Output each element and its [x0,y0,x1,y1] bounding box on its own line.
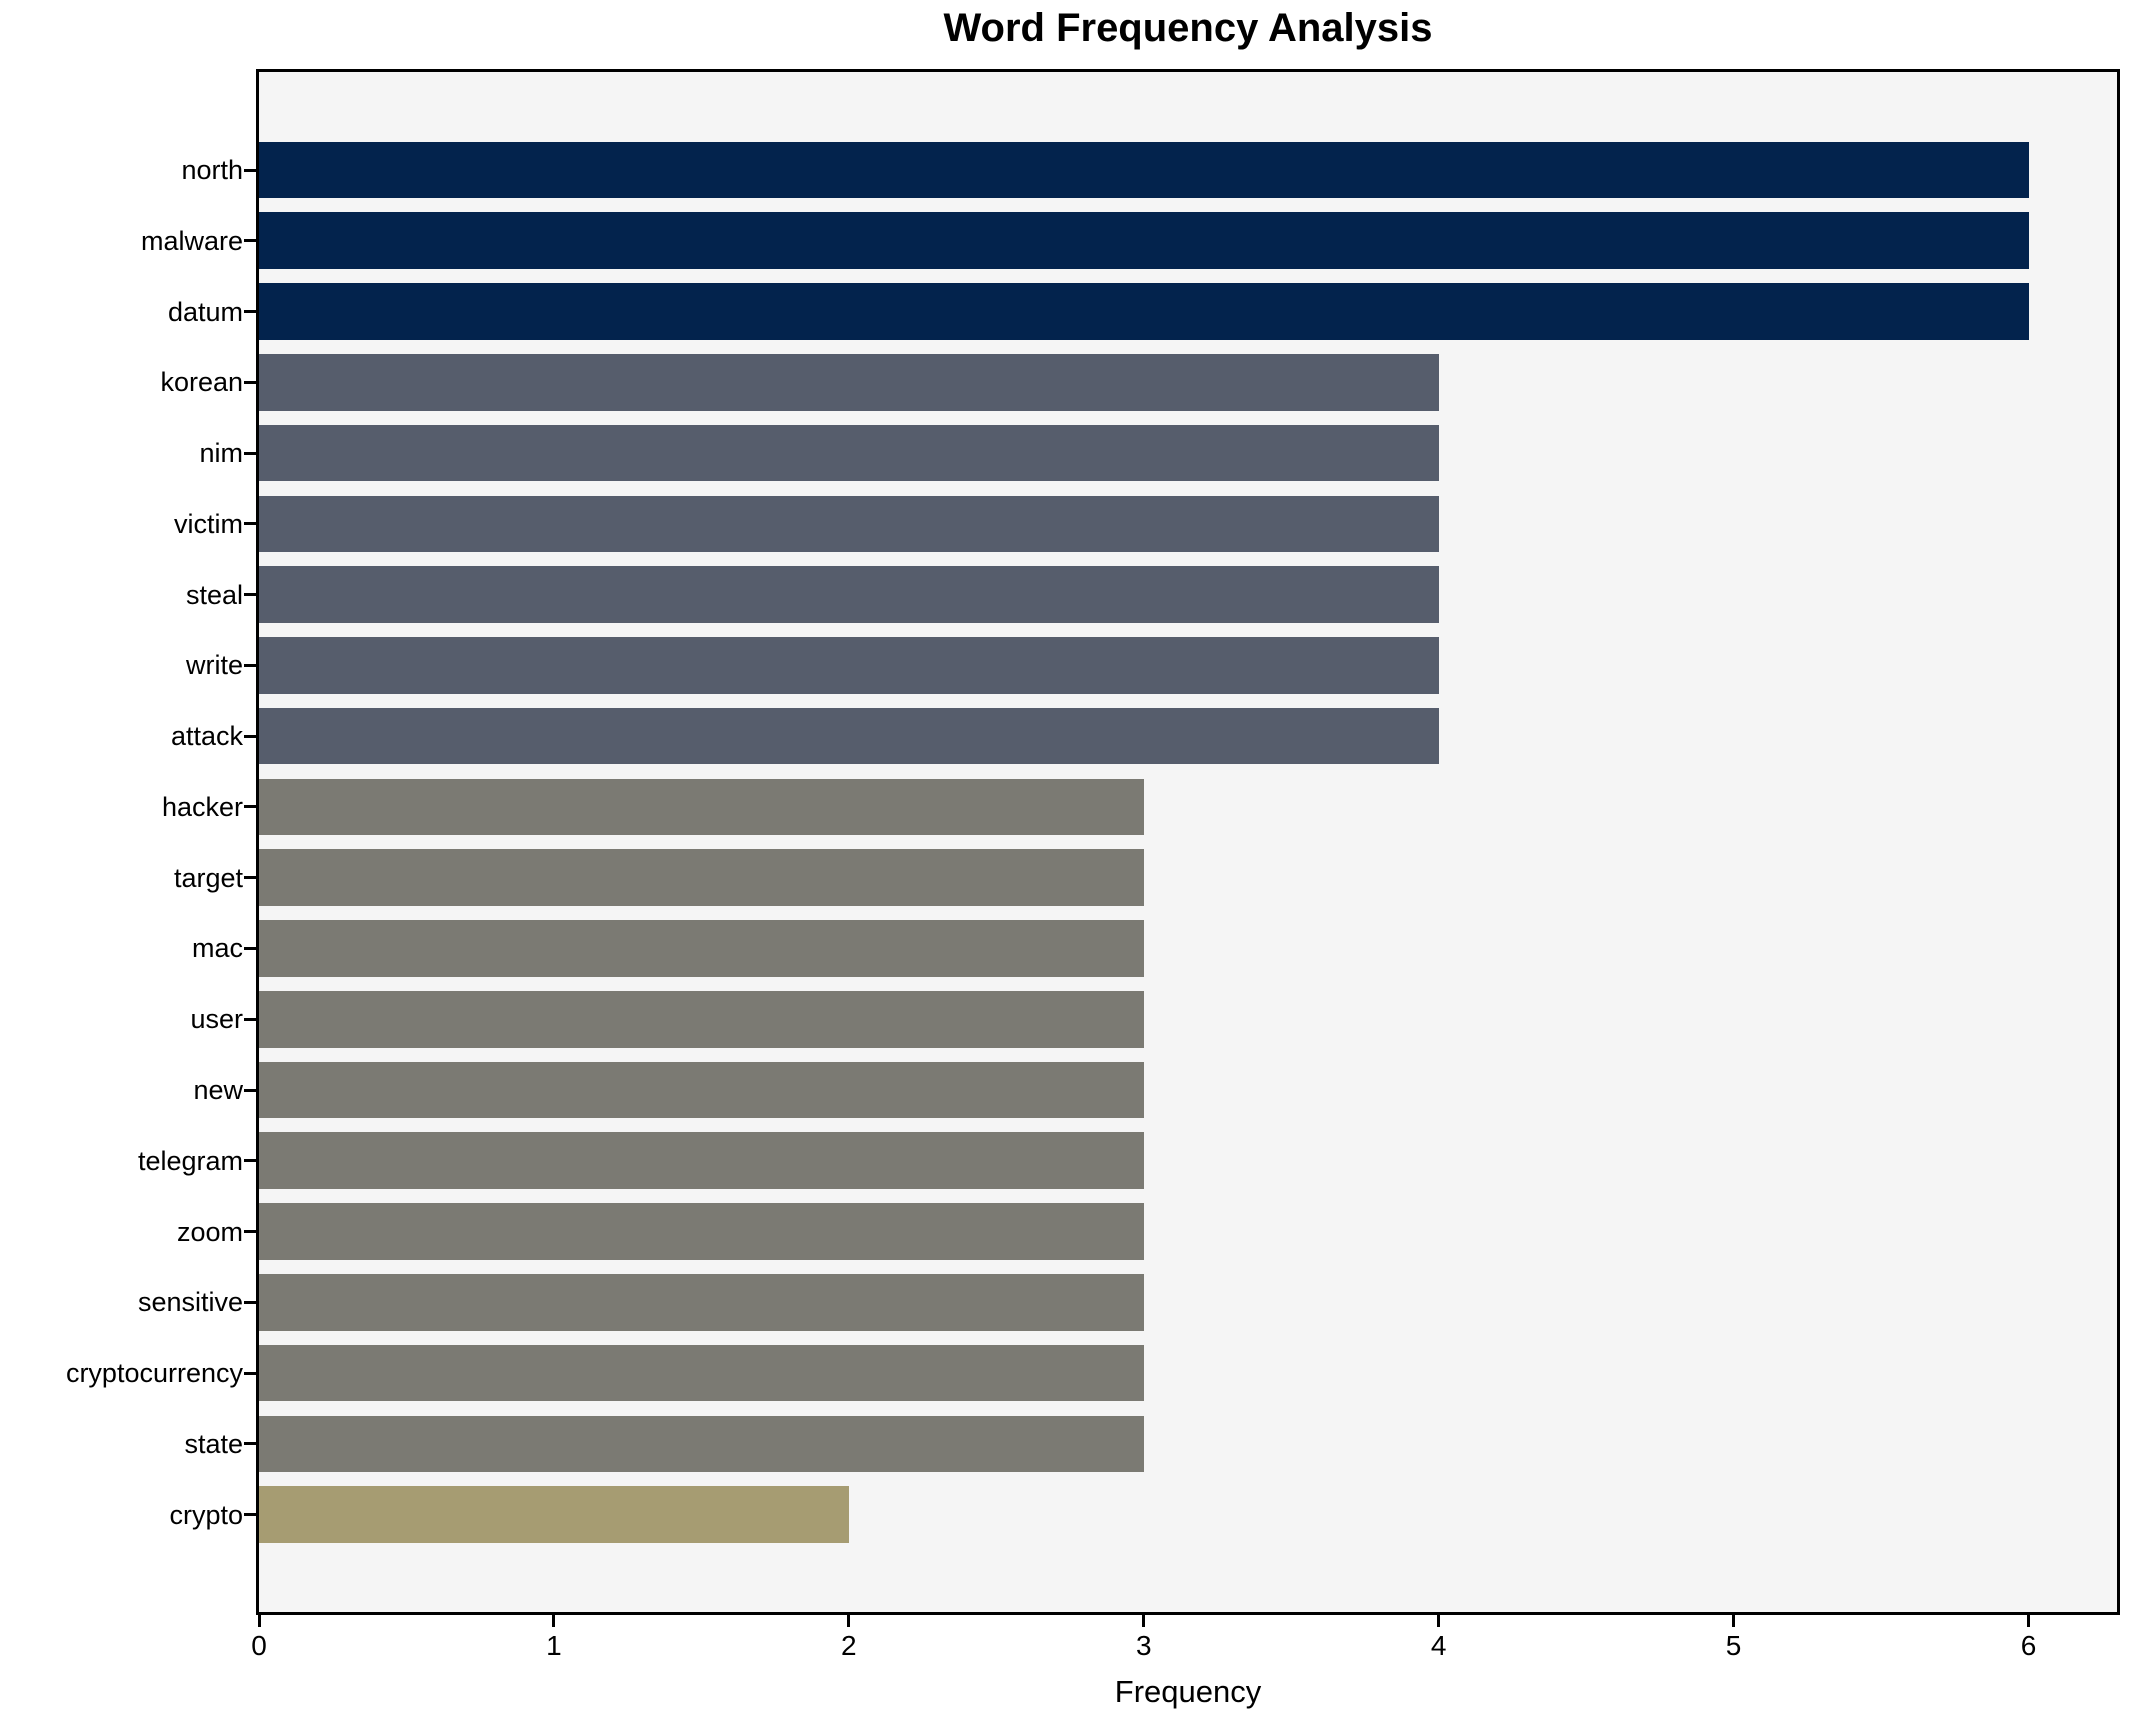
y-tick-mark [244,663,256,667]
y-tick-mark [244,876,256,880]
bar-state [259,1415,1144,1473]
bar-user [259,990,1144,1048]
bar-malware [259,212,2029,270]
y-tick-mark [244,451,256,455]
y-tick-label: new [193,1075,243,1105]
y-tick-label: sensitive [137,1287,243,1318]
y-tick-label: cryptocurrency [65,1358,243,1389]
y-tick-label: attack [170,721,243,752]
y-tick-label: datum [167,296,243,327]
y-tick-mark [244,1371,256,1375]
x-tick-mark [2027,1615,2031,1627]
bar-cryptocurrency [259,1344,1144,1402]
chart-title: Word Frequency Analysis [943,6,1433,50]
y-tick-label: state [184,1428,243,1459]
x-tick-label: 5 [1725,1630,1742,1661]
y-tick-label: nim [199,438,243,469]
y-tick-label: user [190,1004,243,1035]
y-tick-mark [244,380,256,384]
y-tick-label: crypto [169,1499,243,1530]
y-tick-mark [244,593,256,597]
bar-victim [259,495,1439,553]
y-tick-mark [244,168,256,172]
y-tick-mark [244,239,256,243]
bar-attack [259,707,1439,765]
y-axis-labels: north malware datum korean nim victim steal wri… [0,72,243,1612]
x-tick-mark [1732,1615,1736,1627]
y-tick-mark [244,1088,256,1092]
bar-nim [259,424,1439,482]
y-tick-label: target [173,862,243,893]
bar-telegram [259,1132,1144,1190]
y-tick-mark [244,1300,256,1304]
bar-target [259,849,1144,906]
y-tick-label: victim [174,508,243,539]
y-tick-label: north [181,155,243,185]
y-tick-label: steal [185,579,243,610]
y-tick-mark [244,734,256,738]
bar-datum [259,283,2029,340]
y-tick-mark [244,310,256,314]
bar-korean [259,354,1439,411]
y-tick-mark [244,1159,256,1163]
bar-mac [259,920,1144,977]
y-tick-mark [244,1017,256,1021]
y-tick-label: mac [191,933,243,964]
y-tick-mark [244,1230,256,1234]
x-tick-mark [847,1615,851,1627]
x-tick-label: 6 [2020,1630,2037,1661]
y-tick-label: zoom [176,1216,243,1247]
x-tick-mark [552,1615,556,1627]
x-tick-label: 4 [1430,1630,1447,1661]
x-tick-label: 2 [841,1630,857,1661]
y-tick-mark [244,522,256,526]
bar-crypto [259,1486,849,1543]
y-axis-ticks [244,72,256,1612]
bar-steal [259,566,1439,623]
y-tick-label: malware [140,225,243,256]
x-axis-title: Frequency [1114,1674,1262,1709]
x-tick-mark [1437,1615,1441,1627]
bar-write [259,637,1439,694]
plot-area [256,69,2120,1615]
bar-hacker [259,778,1144,836]
bar-north [259,141,2029,199]
y-tick-mark [244,946,256,950]
bar-new [259,1061,1144,1119]
y-tick-mark [244,1513,256,1517]
x-tick-label: 1 [546,1630,562,1661]
y-tick-label: korean [160,367,243,398]
x-tick-mark [1142,1615,1146,1627]
x-tick-label: 3 [1135,1630,1152,1661]
x-tick-mark [257,1615,261,1627]
y-tick-label: hacker [161,791,243,822]
y-tick-mark [244,805,256,809]
bar-sensitive [259,1274,1144,1331]
y-tick-mark [244,1442,256,1446]
bar-zoom [259,1203,1144,1260]
y-tick-label: write [185,650,243,681]
x-axis-tick-labels: 0 1 2 3 4 5 6 [251,1630,2117,1666]
y-tick-label: telegram [137,1145,243,1176]
x-tick-label: 0 [251,1630,267,1661]
x-axis-ticks [257,1615,2117,1627]
